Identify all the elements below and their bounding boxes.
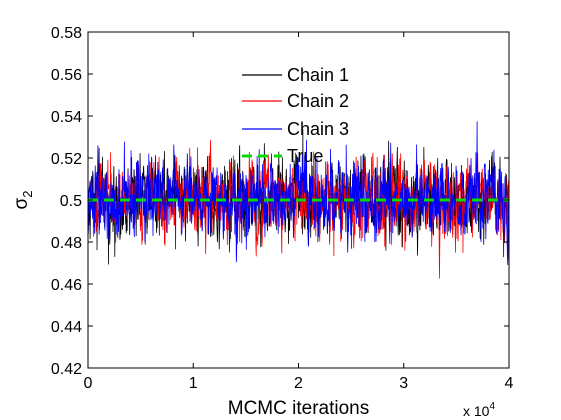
y-tick-label: 0.58 xyxy=(51,25,82,42)
y-tick-label: 0.42 xyxy=(51,361,82,378)
x-tick-label: 2 xyxy=(294,375,303,392)
legend-label-3: Chain 3 xyxy=(287,119,349,139)
x-tick-label: 3 xyxy=(399,375,408,392)
x-axis-multiplier-base: x 10 xyxy=(463,403,490,419)
x-axis-label: MCMC iterations xyxy=(228,398,369,419)
y-axis-label-base: σ xyxy=(11,197,32,209)
y-tick-label: 0.5 xyxy=(60,193,82,210)
series-trace-3 xyxy=(87,121,510,266)
axis-ticks: 0 1 2 3 4 0.42 0.44 0.46 0.48 0.5 0.52 0.54 0.56 0.58 xyxy=(51,25,514,392)
legend-label-2: Chain 2 xyxy=(287,91,349,111)
y-tick-label: 0.56 xyxy=(51,67,82,84)
x-axis-multiplier-exponent: 4 xyxy=(489,401,495,412)
y-axis-label: σ2 xyxy=(11,191,35,210)
x-tick-label: 0 xyxy=(84,375,93,392)
legend-label-1: Chain 1 xyxy=(287,65,349,85)
y-tick-label: 0.44 xyxy=(51,319,82,336)
y-tick-label: 0.52 xyxy=(51,151,82,168)
y-tick-label: 0.46 xyxy=(51,277,82,294)
legend: Chain 1 Chain 2 Chain 3 True xyxy=(242,65,349,166)
x-tick-label: 1 xyxy=(189,375,198,392)
y-tick-label: 0.54 xyxy=(51,109,82,126)
x-axis-multiplier: x 104 xyxy=(463,401,495,419)
x-tick-label: 4 xyxy=(505,375,514,392)
trace-lines xyxy=(87,121,510,279)
y-axis-label-subscript: 2 xyxy=(20,191,35,198)
legend-label-4: True xyxy=(287,146,323,166)
y-tick-label: 0.48 xyxy=(51,235,82,252)
